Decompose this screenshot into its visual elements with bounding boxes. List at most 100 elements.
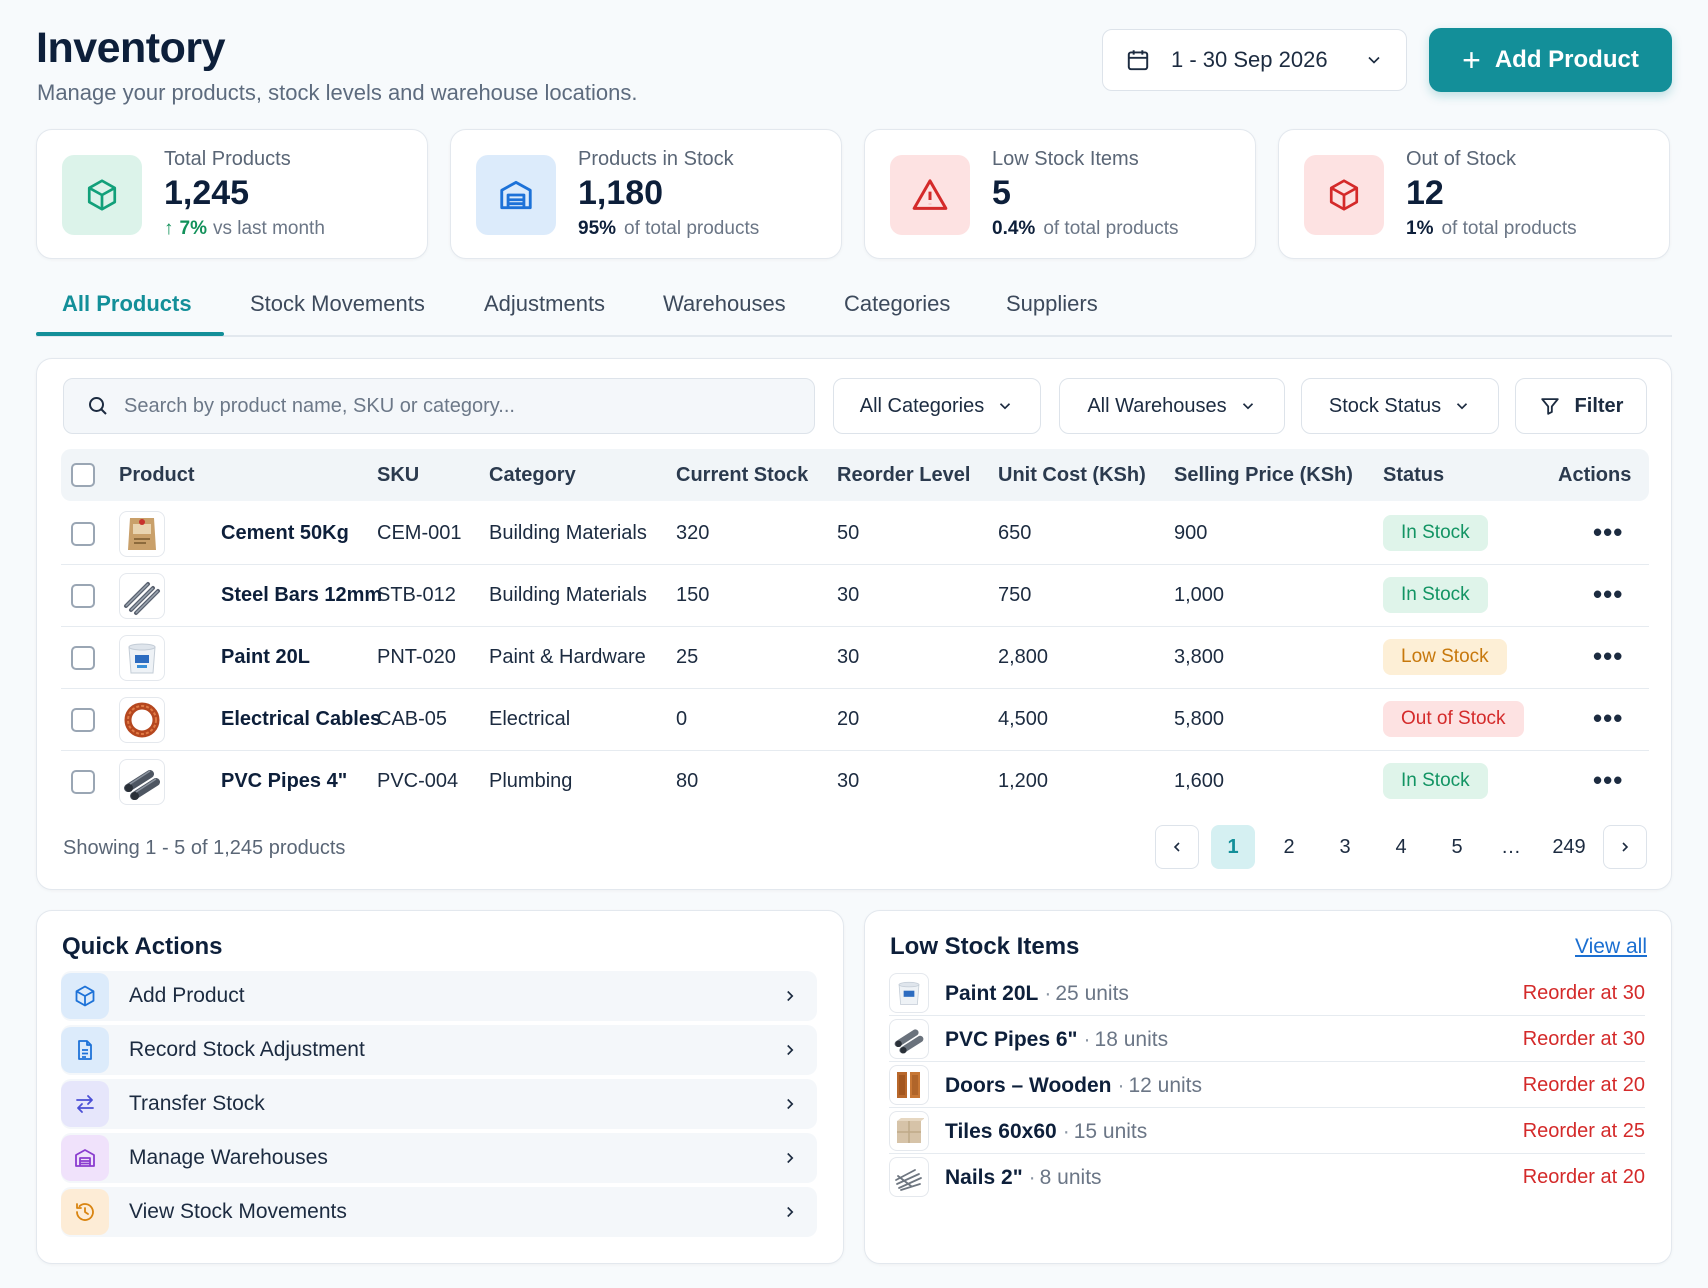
reorder-threshold: Reorder at 30 <box>1522 1028 1645 1050</box>
page-button[interactable]: 249 <box>1552 835 1586 858</box>
product-sku: STB-012 <box>377 584 456 606</box>
product-category: Building Materials <box>489 584 647 606</box>
product-sku: PNT-020 <box>377 646 456 668</box>
steel-bars-icon <box>119 573 165 619</box>
row-actions-button[interactable]: ••• <box>1593 579 1624 609</box>
item-name: Doors – Wooden <box>945 1074 1112 1097</box>
tab-warehouses[interactable]: Warehouses <box>663 291 786 316</box>
arrow-up-icon: ↑ <box>164 218 174 239</box>
page-button[interactable]: 1 <box>1211 825 1255 869</box>
current-stock: 150 <box>676 584 710 606</box>
quick-action-view-movements[interactable]: View Stock Movements <box>61 1187 817 1237</box>
selling-price: 1,600 <box>1174 770 1225 792</box>
page-ellipsis: … <box>1501 835 1521 858</box>
row-checkbox[interactable] <box>71 708 95 732</box>
unit-cost: 4,500 <box>998 708 1049 730</box>
table-row[interactable]: Steel Bars 12mm STB-012 Building Materia… <box>61 565 1649 627</box>
category-filter-dropdown[interactable]: All Categories <box>833 378 1041 434</box>
column-header[interactable]: SKU <box>377 464 420 486</box>
table-row[interactable]: Paint 20L PNT-020 Paint & Hardware 25 30… <box>61 627 1649 689</box>
stat-card-in-stock: Products in Stock 1,180 95% of total prod… <box>450 129 842 259</box>
low-stock-item[interactable]: PVC Pipes 6" · 18 units Reorder at 30 <box>889 1016 1645 1062</box>
low-stock-item[interactable]: Tiles 60x60 · 15 units Reorder at 25 <box>889 1108 1645 1154</box>
current-stock: 0 <box>676 708 688 730</box>
low-stock-title: Low Stock Items <box>890 933 1080 960</box>
date-range-text: 1 - 30 Sep 2026 <box>1171 47 1328 72</box>
product-name[interactable]: Cement 50Kg <box>221 522 349 544</box>
product-name[interactable]: Steel Bars 12mm <box>221 584 383 606</box>
column-header[interactable]: Current Stock <box>676 464 809 486</box>
product-name[interactable]: PVC Pipes 4" <box>221 770 348 792</box>
column-header[interactable]: Status <box>1383 464 1445 486</box>
stat-sub-text: vs last month <box>212 218 325 239</box>
page-button[interactable]: 4 <box>1395 835 1407 858</box>
page-subtitle: Manage your products, stock levels and w… <box>37 80 638 105</box>
page-button[interactable]: 3 <box>1339 835 1351 858</box>
table-row[interactable]: PVC Pipes 4" PVC-004 Plumbing 80 30 1,20… <box>61 751 1649 813</box>
column-header[interactable]: Reorder Level <box>837 464 971 486</box>
quick-action-record-adjustment[interactable]: Record Stock Adjustment <box>61 1025 817 1075</box>
selling-price: 1,000 <box>1174 584 1225 606</box>
item-name: Tiles 60x60 <box>945 1120 1057 1143</box>
column-header[interactable]: Product <box>119 464 195 486</box>
row-actions-button[interactable]: ••• <box>1593 765 1624 795</box>
table-row[interactable]: Electrical Cables CAB-05 Electrical 0 20… <box>61 689 1649 751</box>
column-header[interactable]: Selling Price (KSh) <box>1174 464 1353 486</box>
current-stock: 80 <box>676 770 699 792</box>
filter-button[interactable]: Filter <box>1515 378 1647 434</box>
item-name: PVC Pipes 6" <box>945 1028 1078 1051</box>
stat-sub-text: of total products <box>1043 218 1179 239</box>
product-sku: CAB-05 <box>377 708 448 730</box>
low-stock-item[interactable]: Nails 2" · 8 units Reorder at 20 <box>889 1154 1645 1200</box>
row-actions-button[interactable]: ••• <box>1593 703 1624 733</box>
page-button[interactable]: 5 <box>1451 835 1463 858</box>
tab-suppliers[interactable]: Suppliers <box>1006 291 1098 316</box>
category-filter-label: All Categories <box>859 394 985 417</box>
date-range-picker[interactable]: 1 - 30 Sep 2026 <box>1102 29 1407 91</box>
reorder-threshold: Reorder at 20 <box>1522 1074 1645 1096</box>
row-checkbox[interactable] <box>71 646 95 670</box>
product-name[interactable]: Paint 20L <box>221 646 310 668</box>
row-actions-button[interactable]: ••• <box>1593 641 1624 671</box>
row-checkbox[interactable] <box>71 522 95 546</box>
column-header[interactable]: Category <box>489 464 576 486</box>
tab-categories[interactable]: Categories <box>844 291 951 316</box>
reorder-level: 20 <box>837 708 860 730</box>
chevron-down-icon <box>996 397 1014 415</box>
quick-action-add-product[interactable]: Add Product <box>61 971 817 1021</box>
transfer-icon <box>61 1081 109 1127</box>
document-icon <box>61 1027 109 1073</box>
warehouse-filter-dropdown[interactable]: All Warehouses <box>1059 378 1285 434</box>
quick-action-transfer-stock[interactable]: Transfer Stock <box>61 1079 817 1129</box>
tab-stock-movements[interactable]: Stock Movements <box>250 291 425 316</box>
quick-action-manage-warehouses[interactable]: Manage Warehouses <box>61 1133 817 1183</box>
low-stock-item[interactable]: Doors – Wooden · 12 units Reorder at 20 <box>889 1062 1645 1108</box>
add-product-button[interactable]: + Add Product <box>1429 28 1672 92</box>
low-stock-item[interactable]: Paint 20L · 25 units Reorder at 30 <box>889 970 1645 1016</box>
search-input[interactable] <box>124 394 764 418</box>
stat-card-total-products: Total Products 1,245 ↑ 7% vs last month <box>36 129 428 259</box>
stock-status-dropdown[interactable]: Stock Status <box>1301 378 1499 434</box>
page-button[interactable]: 2 <box>1283 835 1295 858</box>
warning-icon <box>890 155 970 235</box>
row-checkbox[interactable] <box>71 770 95 794</box>
unit-cost: 1,200 <box>998 770 1049 792</box>
table-header: Product SKU Category Current Stock Reord… <box>61 449 1649 501</box>
stat-value: 1,245 <box>164 174 250 212</box>
column-header[interactable]: Unit Cost (KSh) <box>998 464 1146 486</box>
wooden-door-icon <box>889 1065 929 1105</box>
previous-page-button[interactable] <box>1155 825 1199 869</box>
select-all-checkbox[interactable] <box>71 463 95 487</box>
next-page-button[interactable] <box>1603 825 1647 869</box>
search-box[interactable] <box>63 378 815 434</box>
tab-adjustments[interactable]: Adjustments <box>484 291 606 316</box>
column-header: Actions <box>1558 464 1632 486</box>
warehouse-icon <box>476 155 556 235</box>
row-checkbox[interactable] <box>71 584 95 608</box>
row-actions-button[interactable]: ••• <box>1593 517 1624 547</box>
stat-card-out-of-stock: Out of Stock 12 1% of total products <box>1278 129 1670 259</box>
view-all-link[interactable]: View all <box>1575 935 1647 958</box>
product-name[interactable]: Electrical Cables <box>221 708 382 730</box>
table-row[interactable]: Cement 50Kg CEM-001 Building Materials 3… <box>61 503 1649 565</box>
tab-all-products[interactable]: All Products <box>62 291 192 316</box>
